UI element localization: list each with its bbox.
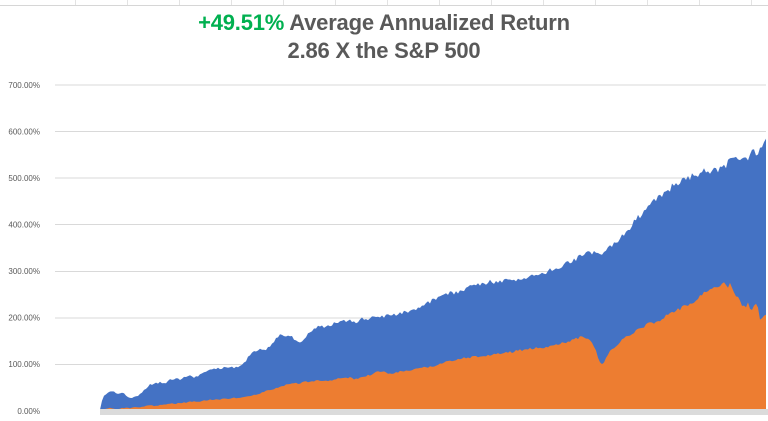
y-axis-label: 600.00% — [8, 127, 40, 136]
chart-title: +49.51% Average Annualized Return 2.86 X… — [0, 9, 768, 65]
y-axis-label: 500.00% — [8, 174, 40, 183]
area-series-sp500-cumulative-return — [100, 282, 766, 411]
title-return-value: +49.51% — [198, 10, 285, 35]
y-axis-label: 400.00% — [8, 221, 40, 230]
chart-title-line1: +49.51% Average Annualized Return — [0, 9, 768, 37]
y-axis-label: 0.00% — [17, 407, 40, 416]
title-text: Average Annualized Return — [284, 10, 570, 35]
baseline-strip — [100, 409, 768, 415]
y-axis-label: 300.00% — [8, 267, 40, 276]
area-series-portfolio-cumulative-return — [100, 138, 766, 411]
chart-title-line2: 2.86 X the S&P 500 — [287, 38, 481, 63]
y-axis-label: 100.00% — [8, 360, 40, 369]
y-axis-label: 200.00% — [8, 314, 40, 323]
y-axis-label: 700.00% — [8, 81, 40, 90]
spreadsheet-row-strip — [0, 0, 768, 6]
